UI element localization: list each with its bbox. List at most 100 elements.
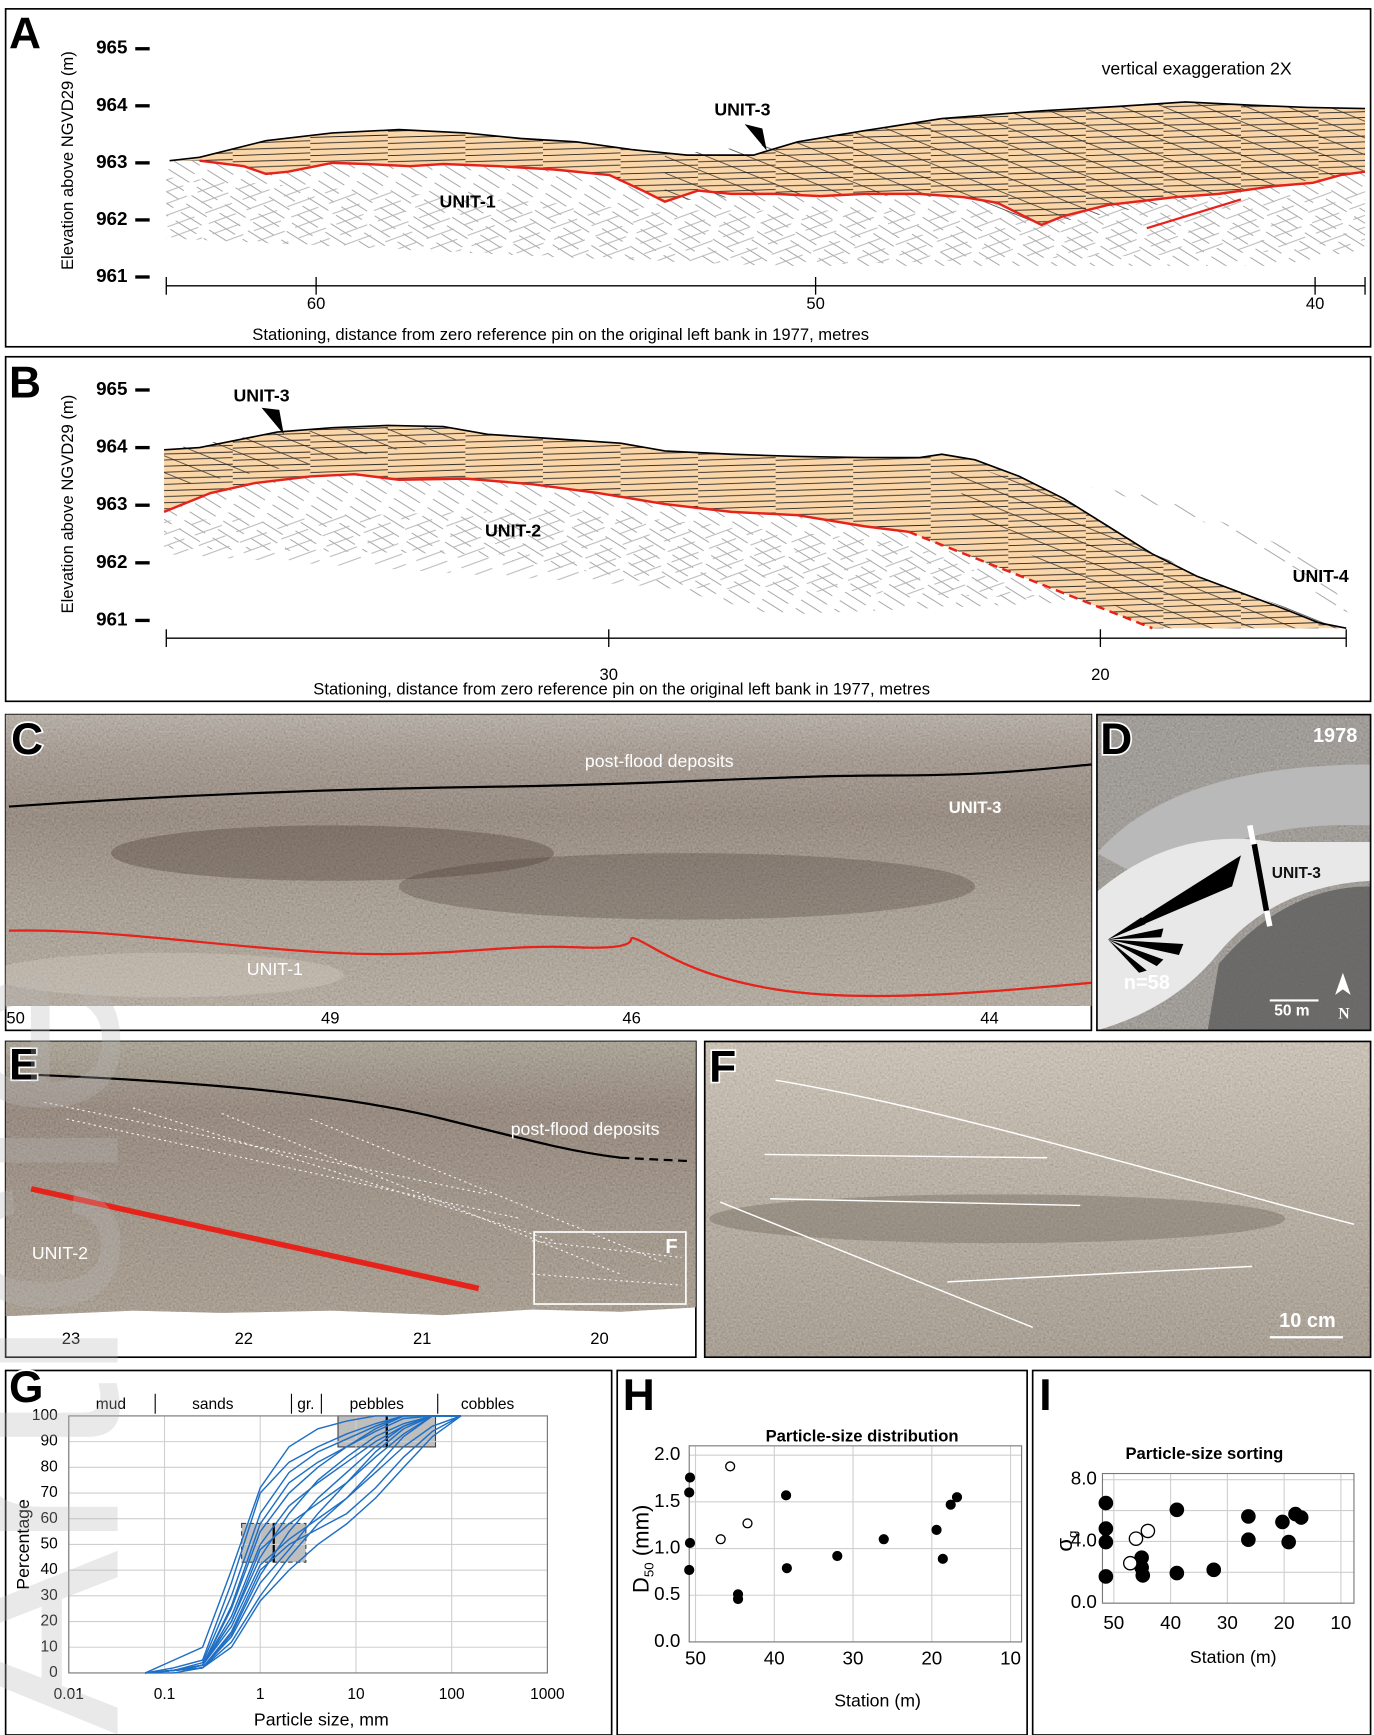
annotation: F [665, 1236, 677, 1258]
data-point [1099, 1496, 1112, 1509]
y-axis-label-part: σ [1052, 1538, 1077, 1552]
y-axis-label-part: g [1065, 1531, 1080, 1538]
annotation: n=58 [1124, 972, 1170, 994]
y-tick-label: 964 [96, 94, 128, 115]
y-tick-label: 965 [96, 378, 127, 399]
station-label: 49 [321, 1009, 339, 1028]
x-tick-label: 30 [600, 665, 618, 684]
chart-title: Particle-size sorting [1125, 1444, 1283, 1463]
data-point [879, 1535, 888, 1544]
data-point [1136, 1569, 1149, 1582]
data-point [685, 1566, 694, 1575]
y-tick-label: 963 [96, 151, 127, 172]
y-tick-label: 8.0 [1071, 1468, 1097, 1489]
data-point [734, 1595, 743, 1604]
x-tick-label: 30 [1217, 1612, 1238, 1633]
y-axis-label-part: D [629, 1577, 654, 1593]
panel-h: HParticle-size distribution0.00.51.01.52… [617, 1370, 1027, 1735]
data-point [685, 1488, 694, 1497]
year: 1978 [1313, 725, 1357, 747]
data-point [1242, 1533, 1255, 1546]
y-axis-label: D50 (mm) [629, 1505, 657, 1594]
data-point [1141, 1524, 1154, 1537]
data-point [1295, 1511, 1308, 1524]
data-point [1282, 1535, 1295, 1548]
scale-label: 50 m [1274, 1003, 1309, 1020]
watermark: Article [0, 965, 177, 1735]
panel-d: D 1978 UNIT-3 n=58 50 m N [1097, 715, 1371, 1031]
panel-f: F 10 cm [705, 1041, 1371, 1357]
north-label: N [1338, 1005, 1349, 1022]
data-point [953, 1493, 962, 1502]
data-point [1099, 1570, 1112, 1583]
data-point [946, 1500, 955, 1509]
station-label: 46 [622, 1009, 640, 1028]
x-tick-label: 1000 [530, 1686, 565, 1703]
size-class: gr. [297, 1396, 314, 1413]
x-tick-label: 1 [256, 1686, 265, 1703]
data-point [1170, 1566, 1183, 1579]
y-tick-label: 962 [96, 551, 127, 572]
y-axis-label-part: (mm) [629, 1505, 654, 1563]
data-point [743, 1519, 752, 1528]
annotation: post-flood deposits [585, 751, 734, 771]
station-label: 20 [590, 1329, 608, 1348]
data-point [1276, 1515, 1289, 1528]
data-point [833, 1552, 842, 1561]
y-tick-label: 965 [96, 37, 127, 58]
data-point [782, 1491, 791, 1500]
x-axis-label: Stationing, distance from zero reference… [252, 325, 869, 344]
y-tick-label: 964 [96, 436, 128, 457]
x-tick-label: 10 [1000, 1648, 1021, 1669]
panel-frame [1033, 1370, 1371, 1735]
annotation: UNIT-3 [233, 385, 289, 405]
x-tick-label: 40 [764, 1648, 785, 1669]
x-axis-label: Particle size, mm [254, 1709, 389, 1729]
y-tick-label: 961 [96, 265, 127, 286]
panel-label: B [9, 358, 41, 407]
size-class: sands [192, 1396, 234, 1413]
y-tick-label: 0.0 [654, 1630, 680, 1651]
data-point [1242, 1510, 1255, 1523]
y-tick-label: 2.0 [654, 1443, 680, 1464]
x-tick-label: 30 [843, 1648, 864, 1669]
x-tick-label: 20 [1091, 665, 1109, 684]
y-tick-label: 1.5 [654, 1490, 680, 1511]
annotation: vertical exaggeration 2X [1102, 58, 1292, 78]
annotation: UNIT-4 [1293, 566, 1349, 586]
panel-label: A [9, 9, 41, 58]
panel-label: C [11, 715, 43, 764]
annotation: UNIT-3 [1272, 865, 1321, 882]
data-point [686, 1473, 695, 1482]
x-tick-label: 60 [307, 294, 325, 313]
data-point [932, 1525, 941, 1534]
size-class: cobbles [461, 1396, 515, 1413]
x-tick-label: 20 [921, 1648, 942, 1669]
x-tick-label: 10 [347, 1686, 365, 1703]
annotation: UNIT-3 [714, 99, 770, 119]
photo-shade [709, 1194, 1285, 1243]
figure: A Elevation above NGVD29 (m) Stationing,… [0, 0, 1374, 1735]
panel-label: D [1100, 715, 1132, 764]
panel-label: H [623, 1371, 655, 1420]
station-label: 21 [413, 1329, 431, 1348]
data-point [1099, 1535, 1112, 1548]
panel-a: A Elevation above NGVD29 (m) Stationing,… [6, 9, 1371, 347]
y-axis-label: Elevation above NGVD29 (m) [58, 51, 77, 270]
data-point [686, 1539, 695, 1548]
data-point [938, 1554, 947, 1563]
annotation: UNIT-1 [440, 191, 496, 211]
y-axis-label: Elevation above NGVD29 (m) [58, 395, 77, 614]
y-tick-label: 963 [96, 493, 127, 514]
x-tick-label: 100 [439, 1686, 465, 1703]
annotation: post-flood deposits [511, 1119, 660, 1139]
y-axis-label-part: 50 [642, 1562, 657, 1577]
x-tick-label: 40 [1306, 294, 1324, 313]
chart-title: Particle-size distribution [766, 1426, 959, 1445]
y-tick-label: 0.5 [654, 1583, 680, 1604]
watermark-layer: Article [0, 965, 177, 1735]
y-tick-label: 0.0 [1071, 1591, 1097, 1612]
scale-label: 10 cm [1279, 1310, 1336, 1332]
station-label: 22 [235, 1329, 253, 1348]
